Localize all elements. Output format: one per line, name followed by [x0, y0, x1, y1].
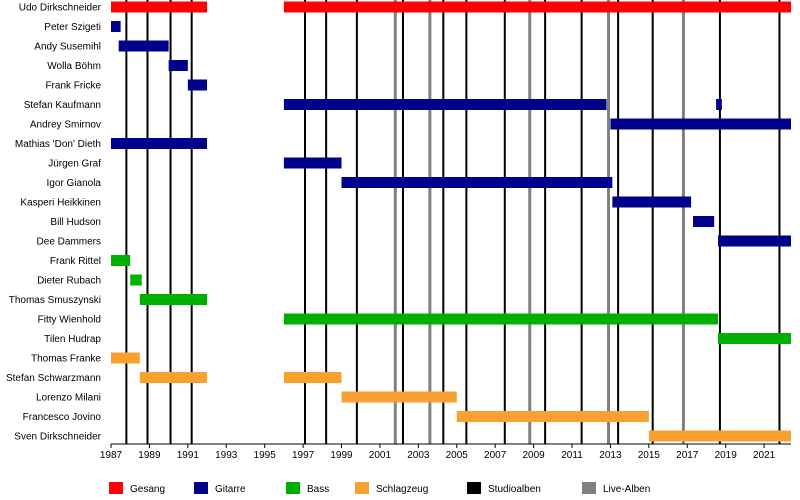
member-bar: [139, 294, 208, 305]
member-name-label: Lorenzo Milani: [36, 393, 101, 404]
legend-label: Studioalben: [488, 484, 541, 495]
legend-label: Live-Alben: [603, 484, 650, 495]
member-bar: [111, 138, 208, 149]
member-bar: [283, 372, 342, 383]
legend-swatch: [467, 482, 481, 494]
x-tick-label: 2013: [599, 450, 622, 461]
member-name-label: Mathias 'Don' Dieth: [15, 139, 101, 150]
x-tick-label: 2011: [561, 450, 583, 461]
member-bar: [610, 118, 791, 130]
member-names: Udo Dirkschneider Peter Szigeti Andy Susem…: [6, 3, 102, 443]
member-name-label: Fitty Wienhold: [38, 315, 101, 326]
x-axis: 1987 1989 1991 1993 1995 1997 1999 2001 2003 2005…: [100, 443, 791, 461]
x-tick-label: 1997: [292, 450, 315, 461]
member-name-label: Bill Hudson: [50, 217, 101, 228]
member-name-label: Tilen Hudrap: [44, 334, 101, 345]
member-name-label: Andy Susemihl: [34, 42, 101, 53]
x-tick-label: 2015: [638, 450, 661, 461]
member-bar: [718, 333, 791, 344]
member-bar: [118, 40, 169, 52]
x-tick-label: 1999: [330, 450, 353, 461]
member-name-label: Wolla Böhm: [47, 61, 101, 72]
member-bar: [283, 157, 342, 169]
member-bar: [718, 235, 791, 247]
member-name-label: Thomas Smuszynski: [9, 295, 101, 306]
member-bar: [612, 196, 692, 208]
x-tick-label: 2009: [522, 450, 545, 461]
legend-label: Gesang: [130, 484, 165, 495]
member-bar: [187, 79, 208, 91]
x-tick-label: 1991: [177, 450, 200, 461]
member-bar: [341, 177, 613, 188]
x-tick-label: 2001: [369, 450, 392, 461]
member-bar: [168, 60, 188, 71]
member-bar: [456, 411, 649, 422]
x-tick-label: 2005: [446, 450, 469, 461]
legend-swatch: [582, 482, 596, 494]
member-name-label: Kasperi Heikkinen: [20, 198, 101, 209]
x-tick-label: 2003: [407, 450, 430, 461]
x-tick-label: 1989: [138, 450, 161, 461]
x-tick-label: 2021: [753, 450, 776, 461]
legend: Gesang Gitarre Bass Schlagzeug Studioalben Li…: [109, 482, 650, 495]
member-name-label: Sven Dirkschneider: [14, 432, 101, 443]
member-bars: [111, 1, 791, 442]
member-bar: [283, 1, 791, 13]
member-name-label: Peter Szigeti: [44, 22, 101, 33]
member-bar: [139, 372, 208, 383]
member-bar: [111, 255, 131, 266]
member-bar: [111, 352, 140, 364]
member-bar: [283, 313, 719, 325]
legend-swatch: [286, 482, 300, 494]
legend-swatch: [194, 482, 208, 494]
member-name-label: Thomas Franke: [31, 354, 101, 365]
album-lines: [125, 0, 781, 444]
member-name-label: Jürgen Graf: [48, 159, 101, 170]
member-name-label: Andrey Smirnov: [30, 120, 101, 131]
member-name-label: Igor Gianola: [47, 178, 102, 189]
member-bar: [130, 274, 142, 286]
x-tick-label: 2017: [676, 450, 699, 461]
member-name-label: Stefan Kaufmann: [24, 100, 101, 111]
x-tick-label: 2019: [715, 450, 738, 461]
member-name-label: Udo Dirkschneider: [19, 3, 102, 14]
legend-label: Bass: [307, 484, 329, 495]
member-name-label: Stefan Schwarzmann: [6, 373, 101, 384]
member-name-label: Dee Dammers: [37, 237, 101, 248]
legend-swatch: [109, 482, 123, 494]
member-name-label: Dieter Rubach: [37, 276, 101, 287]
member-name-label: Frank Rittel: [50, 256, 101, 267]
member-bar: [111, 21, 121, 32]
member-bar: [283, 99, 607, 110]
member-name-label: Francesco Jovino: [23, 412, 102, 423]
member-bar: [111, 1, 208, 13]
x-tick-label: 1995: [254, 450, 277, 461]
member-bar: [716, 99, 722, 110]
member-bar: [693, 216, 715, 227]
x-tick-label: 1993: [215, 450, 238, 461]
member-name-label: Frank Fricke: [45, 81, 101, 92]
x-tick-label: 2007: [484, 450, 507, 461]
member-bar: [341, 391, 457, 403]
legend-label: Gitarre: [215, 484, 246, 495]
legend-label: Schlagzeug: [376, 484, 428, 495]
legend-swatch: [355, 482, 369, 494]
x-tick-label: 1987: [100, 450, 123, 461]
member-bar: [648, 430, 791, 442]
